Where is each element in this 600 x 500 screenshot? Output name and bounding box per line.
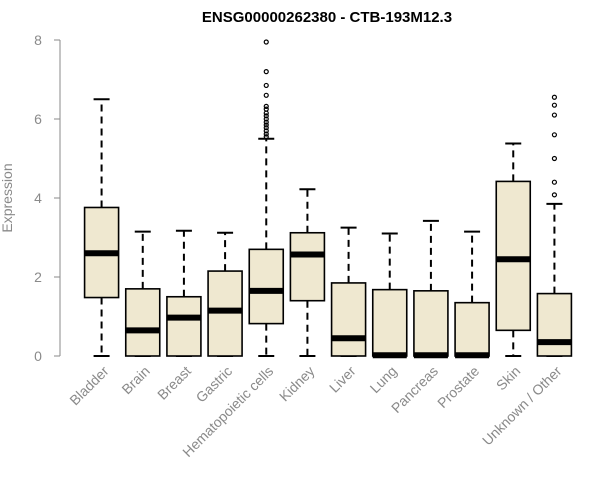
box-iqr [330,282,367,357]
box-gastric [207,231,243,357]
outlier-point [263,103,269,109]
x-tick-label: Brain [118,363,152,397]
box-brain [124,230,161,357]
box-iqr [413,290,449,357]
x-tick-label: Liver [326,363,359,396]
outlier-point [263,116,269,122]
outlier-point [263,131,269,137]
y-axis-label: Expression [0,163,15,232]
outlier-point [551,112,558,118]
box-iqr [248,248,285,325]
outlier-point [263,122,269,128]
outlier-point [551,192,558,198]
box-breast [166,229,202,357]
x-tick-label: Prostate [434,363,482,411]
outlier-point [263,92,269,98]
outlier-point [263,82,269,89]
x-tick-label: Lung [367,363,400,396]
outlier-point [551,132,558,138]
box-kidney [289,188,326,357]
chart-title: ENSG00000262380 - CTB-193M12.3 [202,9,452,26]
y-tick-label: 6 [34,111,42,127]
box-iqr [454,301,490,357]
box-lung [371,232,408,359]
x-tick-label: Breast [154,363,194,403]
box-series [83,39,573,359]
outlier-point [551,102,558,108]
outlier-point [263,128,269,134]
box-iqr [124,288,161,357]
box-iqr [495,180,532,332]
box-iqr [371,288,408,357]
box-unknown-other [536,94,573,357]
x-tick-label: Bladder [66,363,112,409]
y-tick-label: 0 [34,348,42,364]
box-skin [495,142,532,357]
outlier-point [263,113,269,119]
box-pancreas [413,219,449,359]
outlier-point [551,94,558,100]
x-tick-label: Kidney [276,363,318,405]
box-iqr [289,231,326,302]
outlier-point [551,155,558,162]
outlier-point [263,39,269,45]
box-bladder [83,98,120,357]
box-iqr [166,295,202,357]
outlier-point [263,134,269,140]
y-axis: 0 2 4 6 8 [34,32,61,364]
y-tick-label: 4 [34,190,42,206]
y-tick-label: 8 [34,32,42,48]
box-hematopoietic-cells [248,39,285,357]
outlier-point [263,125,269,131]
outlier-point [263,119,269,125]
outlier-point [551,179,558,185]
y-tick-label: 2 [34,269,42,285]
x-tick-label: Skin [493,363,524,394]
outlier-point [263,68,269,75]
box-prostate [454,230,490,359]
box-liver [330,226,367,357]
box-iqr [536,292,573,357]
outlier-point [263,106,269,112]
